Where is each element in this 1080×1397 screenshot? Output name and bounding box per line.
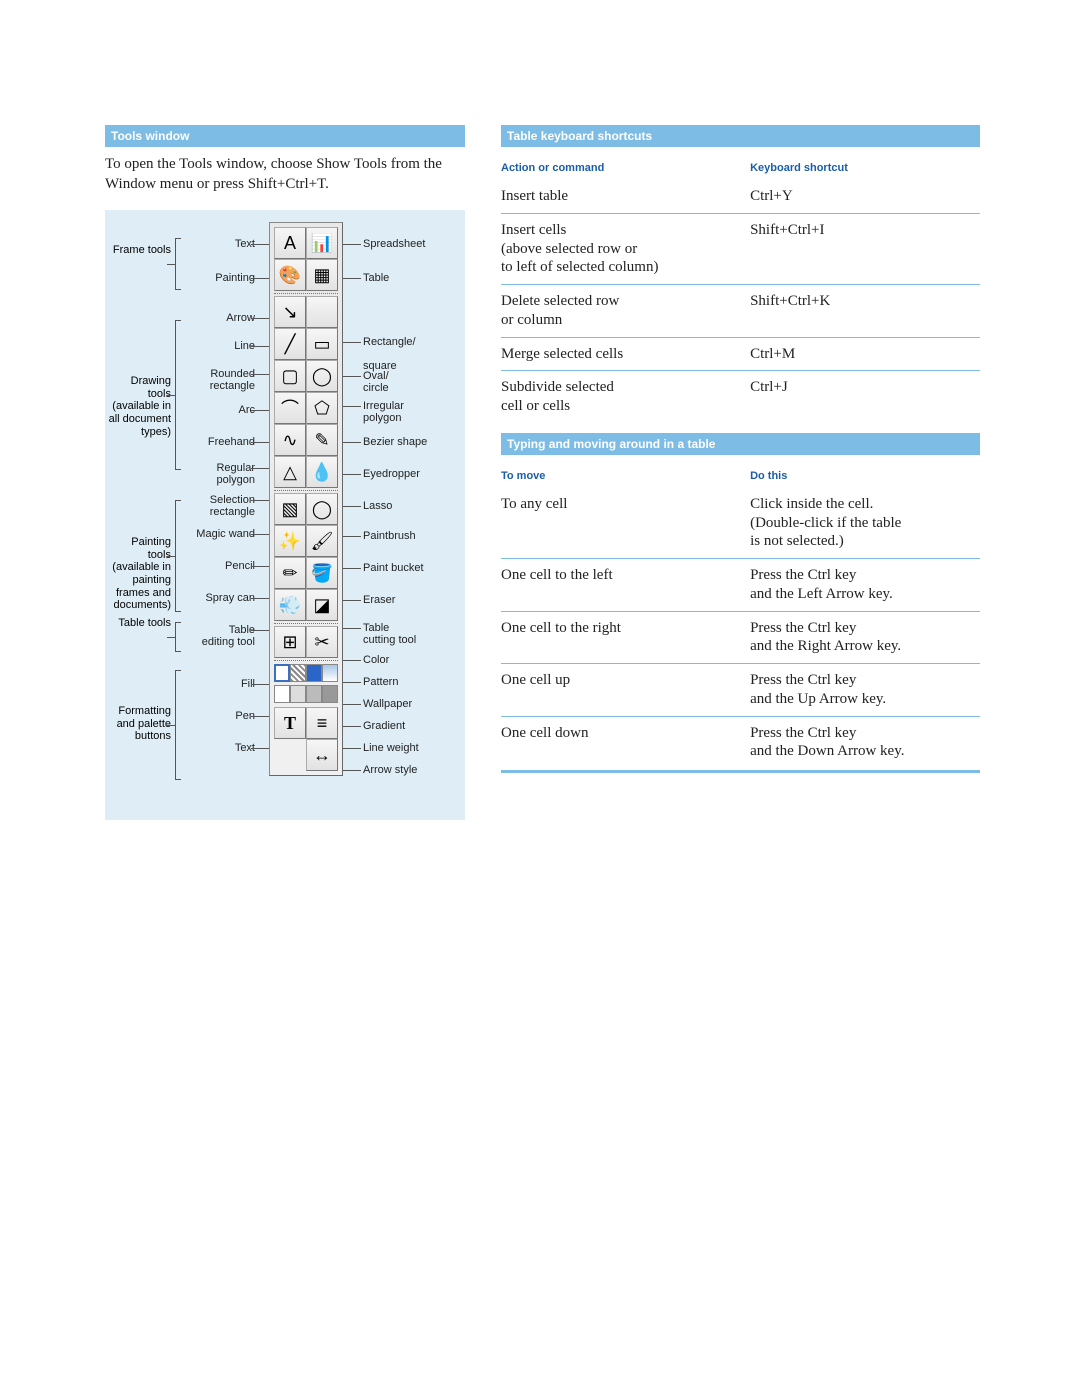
- tool-button[interactable]: 🪣: [306, 557, 338, 589]
- cell: Ctrl+Y: [750, 180, 980, 213]
- callout-label: Tableediting tool: [202, 624, 255, 648]
- cell: Delete selected rowor column: [501, 285, 750, 338]
- cell: One cell up: [501, 664, 750, 717]
- cell: Merge selected cells: [501, 337, 750, 371]
- tool-button[interactable]: ◯: [306, 493, 338, 525]
- cell: Press the Ctrl keyand the Right Arrow ke…: [750, 611, 980, 664]
- callout-label: Eraser: [363, 594, 395, 606]
- tool-button[interactable]: ▦: [306, 259, 338, 291]
- callout-label: Regularpolygon: [216, 462, 255, 486]
- arrow-style-button[interactable]: ↔: [306, 739, 338, 771]
- tool-button[interactable]: 🖌: [306, 525, 338, 557]
- callout-label: Wallpaper: [363, 698, 412, 710]
- tools-window-header: Tools window: [105, 125, 465, 147]
- cell: To any cell: [501, 488, 750, 559]
- text-format-button[interactable]: T: [274, 707, 306, 739]
- callout-label: Gradient: [363, 720, 405, 732]
- callout-label: Lasso: [363, 500, 392, 512]
- callout-label: Magic wand: [196, 528, 255, 540]
- cell: Press the Ctrl keyand the Left Arrow key…: [750, 559, 980, 612]
- tool-button[interactable]: ✎: [306, 424, 338, 456]
- callout-label: Paint bucket: [363, 562, 424, 574]
- cell: Ctrl+M: [750, 337, 980, 371]
- tool-button[interactable]: △: [274, 456, 306, 488]
- group-label: Frame tools: [105, 244, 171, 257]
- cell: One cell to the right: [501, 611, 750, 664]
- tool-button[interactable]: ✨: [274, 525, 306, 557]
- cell: Ctrl+J: [750, 371, 980, 423]
- cell: Insert table: [501, 180, 750, 213]
- cell: Press the Ctrl keyand the Up Arrow key.: [750, 664, 980, 717]
- col-header: Do this: [750, 463, 980, 488]
- cell: One cell down: [501, 716, 750, 768]
- callout-label: Spray can: [205, 592, 255, 604]
- tools-intro: To open the Tools window, choose Show To…: [105, 155, 465, 194]
- callout-label: Oval/circle: [363, 370, 389, 394]
- tool-button[interactable]: ⬠: [306, 392, 338, 424]
- cell: Insert cells(above selected row orto lef…: [501, 213, 750, 284]
- tool-button[interactable]: [306, 296, 338, 328]
- cell: Click inside the cell.(Double-click if t…: [750, 488, 980, 559]
- tool-button[interactable]: ⌒: [274, 392, 306, 424]
- cell: Press the Ctrl keyand the Down Arrow key…: [750, 716, 980, 768]
- col-header: Keyboard shortcut: [750, 155, 980, 180]
- callout-label: Tablecutting tool: [363, 622, 416, 646]
- tools-palette: A📊🎨▦↘╱▭▢◯⌒⬠∿✎△💧▧◯✨🖌✏🪣💨◪⊞✂T≡↔: [269, 222, 343, 776]
- cell: Shift+Ctrl+I: [750, 213, 980, 284]
- shortcuts-table: Action or commandKeyboard shortcutInsert…: [501, 155, 980, 423]
- tool-button[interactable]: 💧: [306, 456, 338, 488]
- tool-button[interactable]: ▢: [274, 360, 306, 392]
- tool-button[interactable]: ▭: [306, 328, 338, 360]
- callout-label: Spreadsheet: [363, 238, 425, 250]
- callout-label: Eyedropper: [363, 468, 420, 480]
- tool-button[interactable]: ⊞: [274, 626, 306, 658]
- moving-header: Typing and moving around in a table: [501, 433, 980, 455]
- tool-button[interactable]: ✏: [274, 557, 306, 589]
- callout-label: Roundedrectangle: [210, 368, 255, 392]
- cell: One cell to the left: [501, 559, 750, 612]
- shortcuts-header: Table keyboard shortcuts: [501, 125, 980, 147]
- callout-label: Paintbrush: [363, 530, 416, 542]
- callout-label: Color: [363, 654, 389, 666]
- tool-button[interactable]: ◯: [306, 360, 338, 392]
- moving-table: To moveDo thisTo any cellClick inside th…: [501, 463, 980, 768]
- tool-button[interactable]: ◪: [306, 589, 338, 621]
- tool-button[interactable]: ✂: [306, 626, 338, 658]
- line-weight-button[interactable]: ≡: [306, 707, 338, 739]
- tool-button[interactable]: 💨: [274, 589, 306, 621]
- tool-button[interactable]: 🎨: [274, 259, 306, 291]
- group-label: Table tools: [105, 617, 171, 630]
- group-label: Drawing tools (available in all document…: [105, 375, 171, 438]
- tool-button[interactable]: ▧: [274, 493, 306, 525]
- callout-label: Irregularpolygon: [363, 400, 404, 424]
- tool-button[interactable]: ∿: [274, 424, 306, 456]
- tool-button[interactable]: A: [274, 227, 306, 259]
- callout-label: Line weight: [363, 742, 419, 754]
- col-header: To move: [501, 463, 750, 488]
- callout-label: Rectangle/square: [363, 336, 416, 372]
- callout-label: Painting: [215, 272, 255, 284]
- callout-label: Table: [363, 272, 389, 284]
- callout-label: Bezier shape: [363, 436, 427, 448]
- tools-diagram: A📊🎨▦↘╱▭▢◯⌒⬠∿✎△💧▧◯✨🖌✏🪣💨◪⊞✂T≡↔ TextPaintin…: [105, 210, 465, 820]
- tool-button[interactable]: 📊: [306, 227, 338, 259]
- callout-label: Pattern: [363, 676, 398, 688]
- callout-label: Arrow style: [363, 764, 417, 776]
- cell: Subdivide selectedcell or cells: [501, 371, 750, 423]
- col-header: Action or command: [501, 155, 750, 180]
- group-label: Painting tools (available in painting fr…: [105, 536, 171, 612]
- cell: Shift+Ctrl+K: [750, 285, 980, 338]
- callout-label: Freehand: [208, 436, 255, 448]
- callout-label: Selectionrectangle: [210, 494, 255, 518]
- group-label: Formatting and palette buttons: [105, 705, 171, 743]
- tool-button[interactable]: ↘: [274, 296, 306, 328]
- tool-button[interactable]: ╱: [274, 328, 306, 360]
